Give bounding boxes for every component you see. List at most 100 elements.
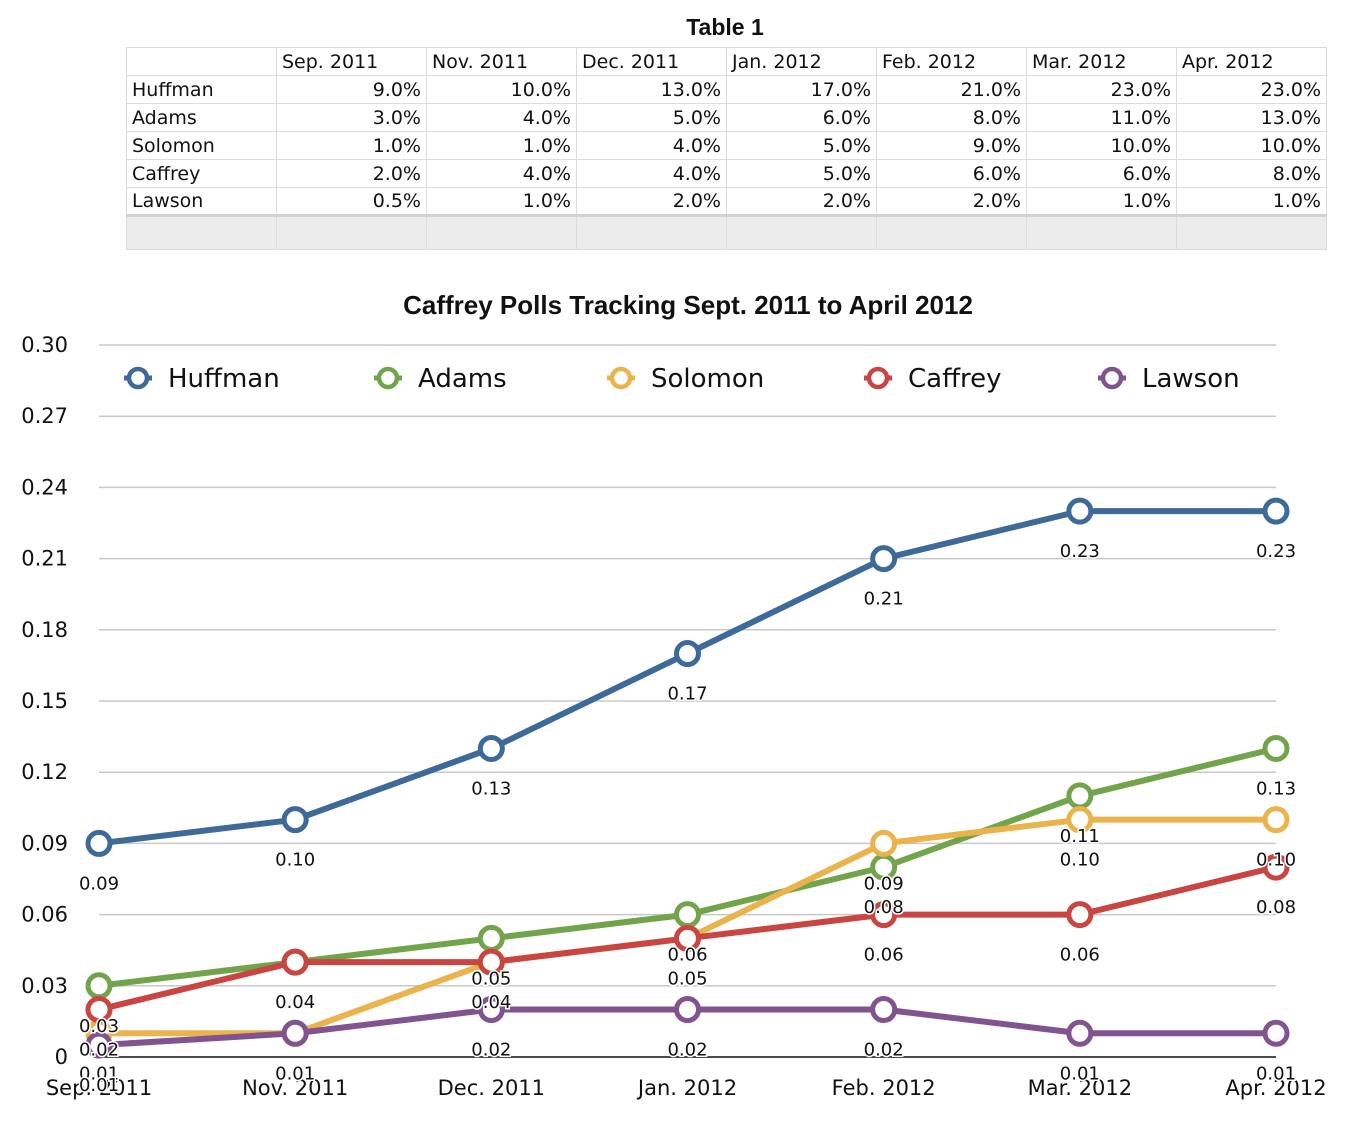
data-point	[870, 545, 898, 573]
legend-label: Adams	[418, 364, 507, 394]
data-label: 0.06	[1060, 945, 1100, 966]
data-point	[477, 996, 505, 1024]
legend-item-lawson: Lawson	[1098, 364, 1240, 394]
table-row: Adams 3.0% 4.0% 5.0% 6.0% 8.0% 11.0% 13.0%	[126, 103, 1327, 132]
data-point	[1262, 1019, 1290, 1047]
table-empty-cell	[1176, 214, 1327, 250]
table-cell: 13.0%	[576, 75, 727, 104]
table-title: Table 1	[686, 14, 764, 40]
table-cell: 11.0%	[1026, 103, 1177, 132]
column-header: Nov. 2011	[426, 47, 577, 76]
x-tick-label: Dec. 2011	[438, 1076, 545, 1100]
data-label: 0.08	[864, 897, 904, 918]
x-tick-label: Nov. 2011	[242, 1076, 348, 1100]
chart-title: Caffrey Polls Tracking Sept. 2011 to Apr…	[403, 290, 973, 320]
table-cell: 1.0%	[1176, 187, 1327, 216]
legend-label: Caffrey	[908, 364, 1002, 394]
table-cell: 5.0%	[726, 159, 877, 188]
data-label: 0.04	[275, 992, 315, 1013]
table-cell: 9.0%	[276, 75, 427, 104]
table-cell: 1.0%	[1026, 187, 1177, 216]
data-label: 0.10	[1060, 850, 1100, 871]
x-tick-label: Apr. 2012	[1225, 1076, 1326, 1100]
y-tick-label: 0.09	[21, 831, 68, 855]
table-row: Lawson 0.5% 1.0% 2.0% 2.0% 2.0% 1.0% 1.0%	[126, 187, 1327, 216]
data-label: 0.23	[1256, 541, 1296, 562]
data-point	[1066, 782, 1094, 810]
data-point	[1262, 853, 1290, 881]
table-cell: 4.0%	[426, 159, 577, 188]
table-row: Solomon 1.0% 1.0% 4.0% 5.0% 9.0% 10.0% 10.0%	[126, 131, 1327, 160]
table-cell: 6.0%	[1026, 159, 1177, 188]
data-label: 0.02	[79, 1040, 119, 1061]
x-tick-label: Mar. 2012	[1028, 1076, 1133, 1100]
data-point	[674, 640, 701, 668]
table-cell: 6.0%	[726, 103, 877, 132]
data-point	[281, 1019, 309, 1047]
series-lines	[85, 497, 1290, 1059]
table-row: Huffman 9.0% 10.0% 13.0% 17.0% 21.0% 23.0% 23.0…	[126, 75, 1327, 104]
column-header: Feb. 2012	[876, 47, 1027, 76]
data-label: 0.05	[667, 968, 707, 989]
axes: 0 0.03 0.06 0.09 0.12 0.15 0.18 0.21 0.24 0.27 0.3…	[21, 333, 1326, 1100]
data-point	[870, 829, 898, 857]
table-cell: 3.0%	[276, 103, 427, 132]
row-label: Lawson	[126, 187, 277, 216]
series-lawson	[85, 996, 1290, 1059]
row-label: Solomon	[126, 131, 277, 160]
data-point	[85, 829, 113, 857]
data-label: 0.02	[471, 1040, 511, 1061]
table-cell: 1.0%	[426, 187, 577, 216]
y-tick-label: 0.27	[21, 404, 68, 428]
table-cell: 2.0%	[726, 187, 877, 216]
table-cell: 4.0%	[576, 159, 727, 188]
data-label: 0.10	[275, 850, 315, 871]
legend-marker-icon	[866, 366, 890, 390]
data-point	[870, 996, 898, 1024]
table-empty-row	[126, 214, 1327, 250]
data-label: 0.04	[471, 992, 511, 1013]
data-label: 0.05	[667, 968, 707, 989]
data-label: 0.23	[1060, 541, 1100, 562]
data-label: 0.05	[471, 968, 511, 989]
data-point	[281, 806, 309, 834]
data-label: 0.01	[275, 1063, 315, 1084]
data-point	[870, 901, 898, 929]
data-point	[477, 948, 505, 976]
legend-label: Lawson	[1142, 364, 1240, 394]
data-table: Sep. 2011 Nov. 2011 Dec. 2011 Jan. 2012 …	[126, 47, 1327, 250]
data-label: 0.01	[275, 1063, 315, 1084]
legend-label: Solomon	[651, 364, 764, 394]
table-cell: 1.0%	[276, 131, 427, 160]
data-labels: 0.09 0.10 0.13 0.17 0.21 0.23 0.23 0.03 0.04 0.05…	[77, 540, 1297, 1098]
table-cell: 9.0%	[876, 131, 1027, 160]
y-tick-label: 0.21	[21, 547, 68, 571]
data-label: 0.21	[864, 589, 904, 610]
x-tick-label: Feb. 2012	[832, 1076, 936, 1100]
series-caffrey	[85, 853, 1290, 1024]
row-label: Huffman	[126, 75, 277, 104]
legend-marker-icon	[376, 366, 400, 390]
table-cell: 23.0%	[1026, 75, 1177, 104]
table-cell: 5.0%	[726, 131, 877, 160]
y-tick-label: 0.30	[21, 333, 68, 357]
table-cell: 8.0%	[1176, 159, 1327, 188]
data-point	[281, 948, 309, 976]
table-cell: 1.0%	[426, 131, 577, 160]
data-label: 0.01	[1060, 1063, 1100, 1084]
data-point	[674, 996, 701, 1024]
column-header: Apr. 2012	[1176, 47, 1327, 76]
legend-item-solomon: Solomon	[607, 364, 764, 394]
table-cell: 2.0%	[876, 187, 1027, 216]
table-cell: 4.0%	[576, 131, 727, 160]
y-tick-label: 0.24	[21, 475, 68, 499]
table-cell: 13.0%	[1176, 103, 1327, 132]
table-body: Huffman 9.0% 10.0% 13.0% 17.0% 21.0% 23.0% 23.0…	[126, 75, 1327, 250]
table-empty-cell	[126, 214, 277, 250]
column-header: Sep. 2011	[276, 47, 427, 76]
data-point	[1262, 806, 1290, 834]
row-label: Caffrey	[126, 159, 277, 188]
data-label: 0.13	[471, 778, 511, 799]
table-cell: 17.0%	[726, 75, 877, 104]
table-empty-cell	[876, 214, 1027, 250]
